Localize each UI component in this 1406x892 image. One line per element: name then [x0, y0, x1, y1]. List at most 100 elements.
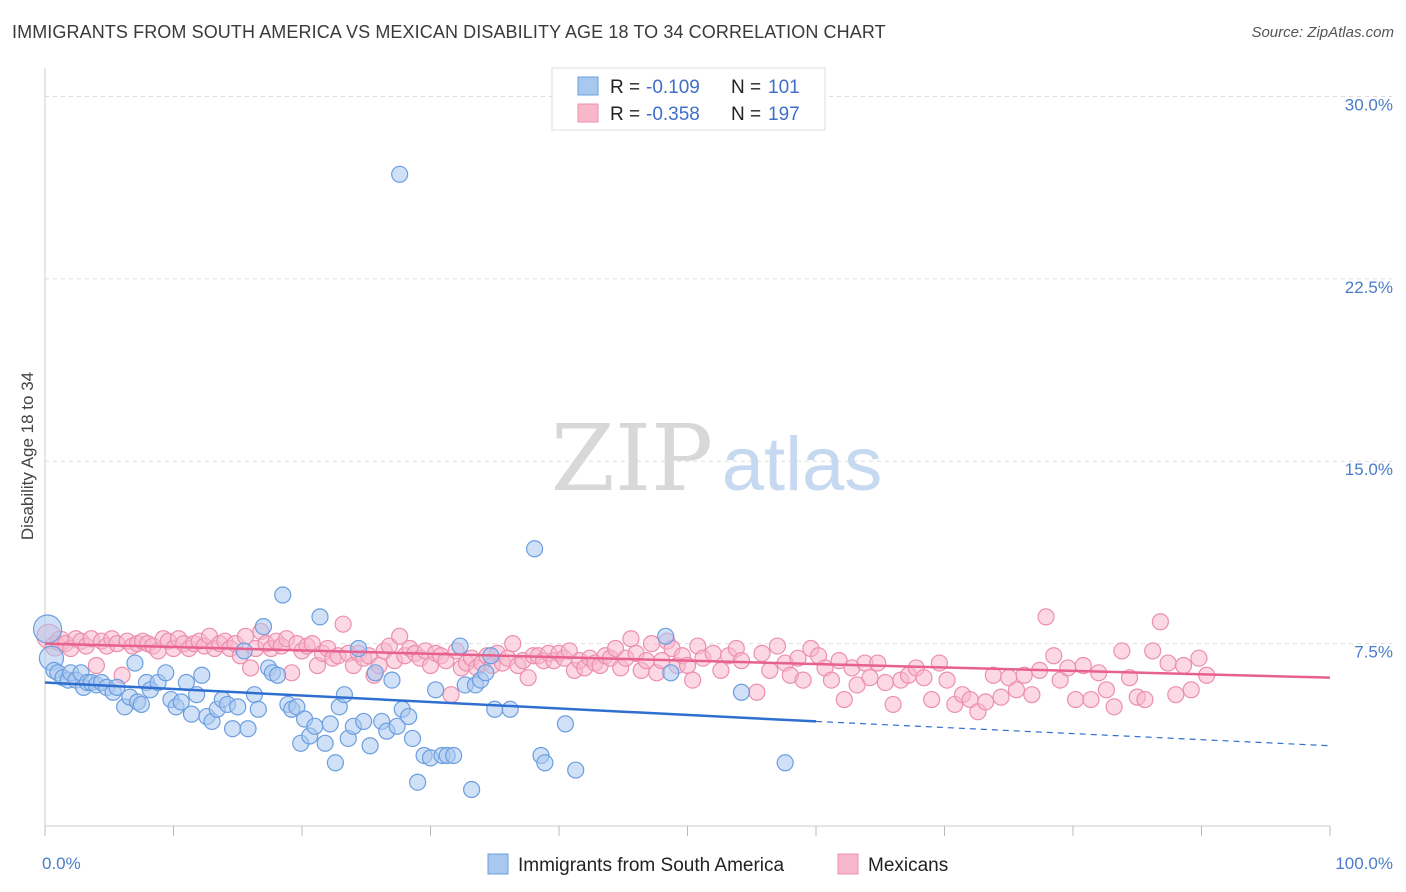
- mexicans-point-146: [835, 690, 853, 709]
- legend-swatch-blue: [577, 76, 599, 96]
- mexicans-point-183: [1113, 642, 1131, 660]
- south-america-point-40: [235, 642, 253, 660]
- legend-r-value-1: -0.109: [646, 77, 700, 98]
- south-america-point-87: [477, 664, 495, 682]
- mexicans-point-179: [1082, 690, 1100, 709]
- south-america-point-39: [229, 698, 247, 716]
- mexicans-point-128: [704, 644, 722, 662]
- mexicans-point-169: [1007, 681, 1026, 699]
- y-axis-label: Disability Age 18 to 34: [18, 372, 37, 540]
- south-america-point-70: [383, 671, 401, 689]
- bottom-legend-label-blue: Immigrants from South America: [518, 855, 785, 876]
- mexicans-point-153: [884, 695, 902, 714]
- mexicans-point-193: [1190, 649, 1208, 667]
- y-tick-2: 22.5%: [1345, 278, 1393, 297]
- mexicans-point-187: [1144, 642, 1162, 660]
- mexicans-point-93: [519, 669, 537, 687]
- mexicans-point-140: [794, 671, 812, 689]
- mexicans-point-134: [753, 644, 771, 662]
- south-america-point-48: [274, 586, 292, 604]
- south-america-point-44: [254, 617, 273, 636]
- stats-legend: R = -0.109 N = 101 R = -0.358 N = 197: [551, 67, 826, 131]
- legend-r-value-2: -0.358: [646, 104, 700, 125]
- south-america-point-19: [126, 654, 144, 672]
- south-america-point-61: [335, 686, 354, 704]
- mexicans-point-181: [1097, 681, 1116, 699]
- bottom-legend-swatch-pink: [837, 853, 859, 875]
- mexicans-point-189: [1159, 654, 1177, 672]
- mexicans-point-9: [87, 656, 106, 675]
- mexicans-point-160: [938, 671, 956, 689]
- mexicans-point-113: [622, 630, 640, 648]
- south-america-point-82: [451, 637, 469, 655]
- watermark: ZIP atlas: [551, 405, 882, 512]
- legend-n-value-2: 197: [768, 104, 800, 125]
- mexicans-point-191: [1174, 656, 1193, 675]
- mexicans-point-186: [1136, 690, 1154, 709]
- mexicans-point-117: [642, 635, 661, 653]
- mexicans-point-176: [1059, 659, 1077, 677]
- south-america-point-75: [409, 773, 427, 791]
- south-america-point-96: [657, 627, 675, 645]
- mexicans-point-78: [442, 686, 460, 704]
- mexicans-point-90: [504, 635, 522, 653]
- mexicans-point-132: [732, 652, 751, 670]
- south-america-point-99: [776, 754, 794, 772]
- y-tick-labels: 7.5% 15.0% 22.5% 30.0%: [1345, 95, 1393, 661]
- mexicans-point-182: [1105, 698, 1123, 716]
- south-america-trend-extension: [815, 720, 1331, 747]
- south-america-trend-line: [44, 681, 817, 723]
- mexicans-point-178: [1074, 656, 1092, 675]
- south-america-point-84: [463, 780, 481, 799]
- south-america-point-94: [556, 715, 575, 733]
- watermark-atlas: atlas: [722, 422, 883, 507]
- mexicans-point-133: [748, 683, 766, 701]
- mexicans-point-148: [848, 676, 866, 694]
- mexicans-point-171: [1023, 686, 1041, 704]
- legend-swatch-pink: [577, 103, 599, 123]
- mexicans-point-192: [1182, 681, 1200, 699]
- mexicans-point-158: [923, 690, 941, 709]
- mexicans-point-125: [684, 671, 702, 689]
- south-america-point-51: [288, 698, 306, 716]
- legend-r-label-2: R =: [610, 104, 640, 125]
- south-america-point-89: [486, 700, 504, 718]
- legend-n-label-2: N =: [731, 104, 761, 125]
- y-tick-1: 15.0%: [1345, 460, 1393, 479]
- mexicans-trend-line: [44, 642, 1331, 679]
- chart-title: IMMIGRANTS FROM SOUTH AMERICA VS MEXICAN…: [12, 22, 886, 42]
- watermark-zip: ZIP: [551, 405, 713, 512]
- south-america-point-73: [400, 707, 418, 726]
- mexicans-point-152: [876, 673, 894, 692]
- south-america-point-42: [245, 686, 264, 704]
- mexicans-point-139: [789, 649, 807, 667]
- south-america-point-74: [403, 729, 422, 748]
- mexicans-point-150: [861, 669, 879, 687]
- south-america-point-28: [172, 693, 190, 711]
- south-america-point-25: [157, 664, 175, 682]
- south-america-point-91: [525, 540, 544, 558]
- legend-n-label-1: N =: [731, 77, 761, 98]
- mexicans-point-157: [915, 669, 933, 687]
- south-america-point-78: [427, 681, 445, 699]
- y-tick-3: 30.0%: [1345, 95, 1393, 114]
- south-america-point-41: [239, 720, 257, 738]
- south-america-point-90: [501, 700, 519, 718]
- trend-lines: [44, 642, 1331, 747]
- mexicans-point-136: [768, 637, 787, 655]
- mexicans-point-170: [1015, 666, 1033, 684]
- south-america-point-43: [249, 700, 267, 718]
- south-america-point-58: [321, 715, 339, 733]
- mexicans-point-177: [1066, 690, 1085, 709]
- south-america-point-95: [567, 761, 585, 779]
- south-america-point-67: [366, 664, 384, 682]
- south-america-point-56: [311, 608, 329, 626]
- south-america-point-0: [32, 614, 63, 644]
- mexicans-point-135: [761, 661, 779, 679]
- mexicans-point-174: [1045, 647, 1063, 665]
- south-america-point-93: [536, 754, 554, 772]
- mexicans-points: [36, 608, 1216, 721]
- south-america-points: [32, 165, 794, 799]
- mexicans-point-165: [977, 693, 995, 711]
